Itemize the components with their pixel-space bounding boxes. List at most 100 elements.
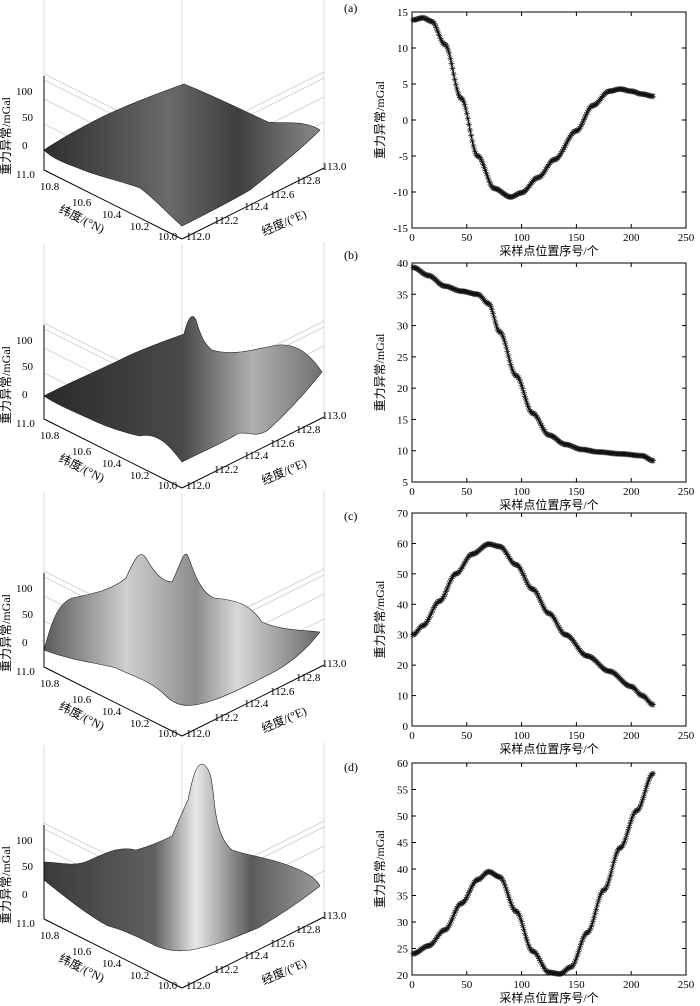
lon-tick-label: 112.0 <box>186 231 211 243</box>
data-point-marker <box>499 877 506 884</box>
data-point-marker <box>572 958 579 965</box>
data-point-marker <box>638 801 645 808</box>
data-point-marker <box>510 370 517 377</box>
data-point-marker <box>489 541 496 548</box>
data-point-marker <box>450 912 457 919</box>
data-point-marker <box>451 571 458 578</box>
z-tick-label: 50 <box>22 609 34 621</box>
data-point-marker <box>519 570 526 577</box>
data-point-marker <box>445 924 452 931</box>
data-point-marker <box>585 653 592 660</box>
data-point-marker <box>537 957 544 964</box>
data-point-marker <box>465 289 472 296</box>
data-point-marker <box>412 264 419 271</box>
data-point-marker <box>643 783 650 790</box>
data-point-marker <box>450 71 457 78</box>
data-point-marker <box>505 892 512 899</box>
data-point-marker <box>461 559 468 566</box>
data-point-marker <box>518 568 525 575</box>
y-tick-label: 20 <box>397 660 409 672</box>
data-point-marker <box>463 894 470 901</box>
data-point-marker <box>610 87 617 94</box>
data-point-marker <box>412 950 419 957</box>
data-point-marker <box>520 572 527 579</box>
z-axis-label: 重力异常/mGal <box>0 593 13 672</box>
z-tick-label: 100 <box>16 835 33 847</box>
data-point-marker <box>411 950 418 957</box>
data-point-marker <box>453 85 460 92</box>
x-tick-label: 50 <box>461 232 473 244</box>
data-point-marker <box>596 894 603 901</box>
gravity-surface <box>43 83 321 227</box>
axes-lines <box>43 76 325 240</box>
data-point-marker <box>573 127 580 134</box>
data-point-marker <box>541 428 548 435</box>
data-point-marker <box>460 98 467 105</box>
data-point-marker <box>451 909 458 916</box>
data-point-marker <box>567 442 574 449</box>
z-axis-label: 重力异常/mGal <box>0 345 13 424</box>
panel-b: 0 50 100 重力异常/mGal 11.0 10.8 10.6 10.4 1… <box>0 242 358 492</box>
data-point-marker <box>510 193 517 200</box>
data-point-marker <box>597 891 604 898</box>
data-point-marker <box>559 440 566 447</box>
data-point-marker <box>423 943 430 950</box>
axes-lines <box>43 573 325 737</box>
data-point-marker <box>540 169 547 176</box>
data-point-marker <box>524 937 531 944</box>
data-point-marker <box>601 666 608 673</box>
data-point-marker <box>632 89 639 96</box>
data-point-marker <box>540 963 547 970</box>
data-point-marker <box>623 831 630 838</box>
data-point-marker <box>520 926 527 933</box>
data-point-marker <box>492 542 499 549</box>
lon-tick-label: 112.8 <box>296 424 321 436</box>
data-point-marker <box>442 42 449 49</box>
lat-tick-label: 10.6 <box>72 197 92 209</box>
data-point-marker <box>567 964 574 971</box>
data-point-marker <box>539 601 546 608</box>
y-tick-label: 10 <box>397 43 409 55</box>
data-point-marker <box>421 944 428 951</box>
data-point-marker <box>556 152 563 159</box>
data-point-marker <box>587 653 594 660</box>
data-point-marker <box>599 887 606 894</box>
data-point-marker <box>515 190 522 197</box>
data-point-marker <box>643 91 650 98</box>
x-tick-label: 250 <box>678 232 695 244</box>
lon-tick-label: 112.0 <box>186 480 211 492</box>
data-point-marker <box>439 595 446 602</box>
data-point-marker <box>462 105 469 112</box>
data-point-marker <box>464 115 471 122</box>
x-tick-label: 100 <box>513 486 530 498</box>
data-point-marker <box>425 616 432 623</box>
data-point-marker <box>475 876 482 883</box>
data-point-marker <box>471 550 478 557</box>
lat-tick-label: 10.2 <box>130 970 149 982</box>
data-point-marker <box>559 148 566 155</box>
data-point-marker <box>573 445 580 452</box>
data-point-marker <box>590 102 597 109</box>
lon-tick-label: 112.4 <box>244 698 269 710</box>
data-point-marker <box>586 927 593 934</box>
data-point-marker <box>571 960 578 967</box>
data-point-marker <box>434 27 441 34</box>
lat-tick-label: 10.8 <box>40 181 60 193</box>
data-point-marker <box>506 357 513 364</box>
data-point-marker <box>487 182 494 189</box>
data-point-marker <box>634 90 641 97</box>
data-point-marker <box>446 50 453 57</box>
data-point-marker <box>468 132 475 139</box>
data-point-marker <box>493 185 500 192</box>
data-point-marker <box>587 925 594 932</box>
data-point-marker <box>551 615 558 622</box>
data-point-marker <box>622 87 629 94</box>
data-point-marker <box>611 855 618 862</box>
data-point-marker <box>470 142 477 149</box>
data-point-marker <box>632 808 639 815</box>
data-point-marker <box>421 14 428 21</box>
data-point-marker <box>497 543 504 550</box>
data-point-marker <box>541 168 548 175</box>
panel-c: 0 50 100 重力异常/mGal 11.0 10.8 10.6 10.4 1… <box>0 491 357 740</box>
data-point-marker <box>459 96 466 103</box>
